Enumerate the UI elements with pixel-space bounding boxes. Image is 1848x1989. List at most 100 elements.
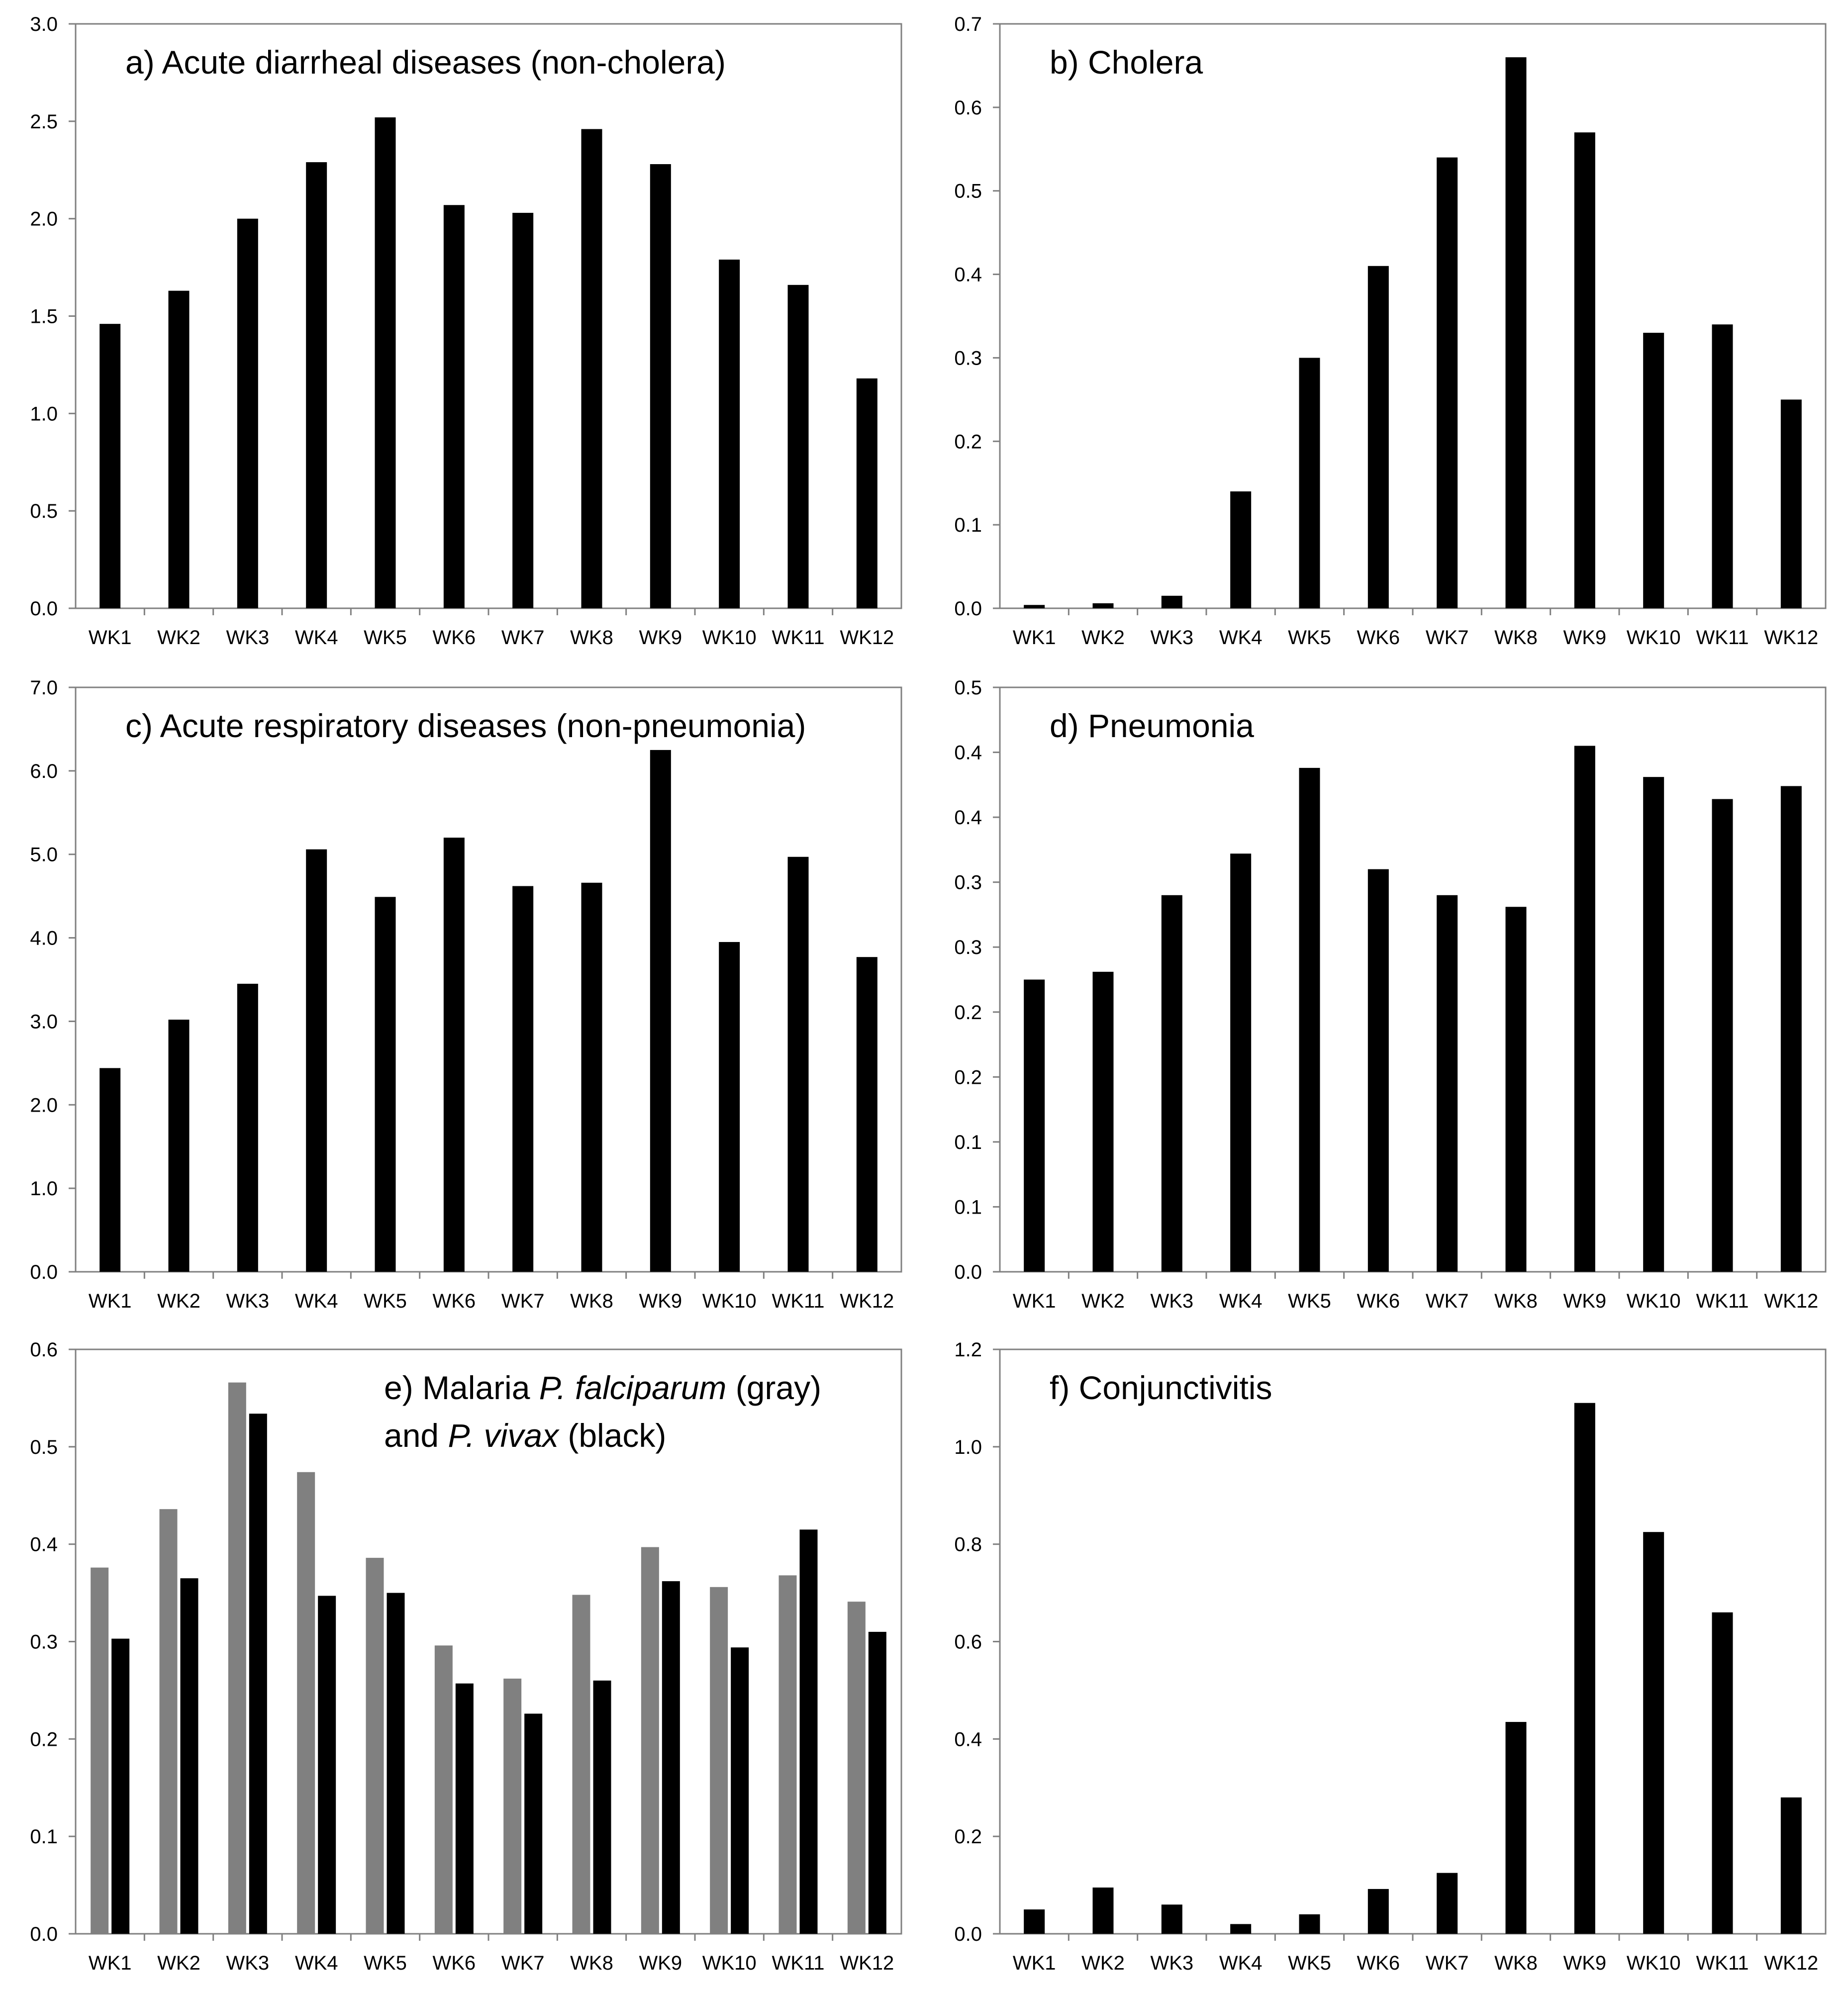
x-tick-label: WK2 — [1081, 627, 1125, 649]
x-tick-label: WK3 — [1150, 1952, 1193, 1974]
bar-wk5-series-1 — [366, 1558, 384, 1934]
bar-wk9 — [1574, 746, 1595, 1272]
x-tick-label: WK1 — [89, 1952, 132, 1974]
y-tick-label: 0.4 — [954, 1728, 982, 1750]
y-tick-label: 0.3 — [954, 347, 982, 369]
bar-wk7 — [1437, 157, 1458, 609]
x-tick-label: WK10 — [702, 1290, 757, 1312]
x-tick-label: WK9 — [1563, 1290, 1606, 1312]
x-tick-label: WK4 — [295, 1290, 338, 1312]
bar-wk5 — [375, 117, 396, 608]
x-tick-label: WK5 — [1288, 627, 1331, 649]
y-tick-label: 4.0 — [30, 928, 58, 949]
x-tick-label: WK5 — [1288, 1952, 1331, 1974]
x-tick-label: WK12 — [1764, 1290, 1818, 1312]
x-tick-label: WK10 — [1627, 627, 1681, 649]
bar-wk3 — [1161, 595, 1182, 608]
bar-wk6-series-1 — [434, 1645, 453, 1934]
bar-wk2-series-1 — [159, 1509, 178, 1934]
x-tick-label: WK11 — [1696, 1952, 1749, 1974]
bar-wk7-series-1 — [503, 1678, 522, 1934]
bar-wk12 — [1780, 399, 1802, 608]
x-tick-label: WK4 — [1219, 627, 1263, 649]
x-tick-label: WK3 — [226, 1290, 269, 1312]
bar-wk7 — [1437, 1873, 1458, 1934]
bar-wk12 — [856, 378, 877, 608]
y-tick-label: 2.0 — [30, 208, 58, 230]
x-tick-label: WK4 — [295, 627, 338, 649]
x-tick-label: WK6 — [1357, 1290, 1400, 1312]
bar-wk9 — [650, 750, 671, 1272]
bar-wk1 — [99, 324, 121, 608]
x-tick-label: WK2 — [157, 1952, 200, 1974]
x-tick-label: WK11 — [772, 1290, 825, 1312]
bar-wk4 — [306, 849, 327, 1272]
chart-panel-2: 0.0 0.1 0.2 0.3 0.4 0.5 0.6 0.7 WK1 WK2 WK3 WK4 WK5 W… — [954, 13, 1827, 649]
chart-panel-3: 0.0 1.0 2.0 3.0 4.0 5.0 6.0 7.0 WK1 WK2 WK3 WK4 WK5 W… — [30, 677, 902, 1312]
bar-wk10-series-1 — [710, 1587, 728, 1934]
y-tick-label: 1.2 — [954, 1339, 982, 1361]
bar-wk1 — [1024, 605, 1045, 608]
x-tick-label: WK8 — [570, 627, 613, 649]
y-tick-label: 3.0 — [30, 1011, 58, 1033]
bar-wk10-series-2 — [731, 1647, 749, 1934]
x-tick-label: WK1 — [89, 627, 132, 649]
bar-wk12-series-2 — [868, 1631, 886, 1934]
y-tick-label: 0.5 — [30, 500, 58, 522]
x-tick-label: WK9 — [639, 627, 682, 649]
x-tick-label: WK5 — [364, 1290, 407, 1312]
x-tick-label: WK12 — [840, 1952, 894, 1974]
bar-wk5 — [1299, 1914, 1320, 1934]
y-tick-label: 2.0 — [30, 1094, 58, 1116]
x-tick-label: WK9 — [1563, 627, 1606, 649]
x-tick-label: WK7 — [501, 1952, 545, 1974]
y-tick-label: 0.6 — [954, 97, 982, 119]
x-tick-label: WK7 — [501, 1290, 545, 1312]
chart-title: f) Conjunctivitis — [1050, 1369, 1272, 1406]
bar-wk3 — [1161, 895, 1182, 1272]
x-tick-label: WK9 — [639, 1952, 682, 1974]
x-tick-label: WK11 — [1696, 627, 1749, 649]
y-tick-label: 0.0 — [30, 598, 58, 620]
bar-wk2 — [168, 290, 190, 608]
x-tick-label: WK3 — [1150, 627, 1193, 649]
x-tick-label: WK4 — [295, 1952, 338, 1974]
bar-wk8 — [1505, 57, 1527, 609]
x-tick-label: WK6 — [432, 627, 476, 649]
bar-wk5 — [1299, 767, 1320, 1272]
x-tick-label: WK9 — [1563, 1952, 1606, 1974]
y-tick-label: 0.5 — [954, 677, 982, 699]
bar-wk8 — [1505, 1722, 1527, 1934]
bar-wk4-series-1 — [297, 1472, 315, 1934]
bar-wk8 — [1505, 907, 1527, 1272]
y-tick-label: 0.0 — [30, 1923, 58, 1945]
x-tick-label: WK5 — [1288, 1290, 1331, 1312]
x-tick-label: WK2 — [1081, 1952, 1125, 1974]
bar-wk7 — [1437, 895, 1458, 1272]
x-tick-label: WK10 — [1627, 1952, 1681, 1974]
bar-wk11 — [1712, 799, 1733, 1272]
bar-wk10 — [1643, 777, 1664, 1272]
y-tick-label: 2.5 — [30, 111, 58, 133]
y-tick-label: 0.1 — [30, 1826, 58, 1848]
bar-wk7-series-2 — [524, 1713, 543, 1934]
x-tick-label: WK1 — [1013, 1290, 1056, 1312]
y-tick-label: 7.0 — [30, 677, 58, 699]
x-tick-label: WK2 — [157, 627, 200, 649]
bar-wk3 — [1161, 1904, 1182, 1934]
x-tick-label: WK11 — [1696, 1290, 1749, 1312]
bar-wk6 — [443, 838, 465, 1272]
chart-title-part: and — [384, 1417, 448, 1454]
bar-wk8 — [581, 129, 602, 608]
x-tick-label: WK2 — [1081, 1290, 1125, 1312]
bar-wk9-series-2 — [662, 1581, 680, 1934]
x-tick-label: WK11 — [772, 1952, 825, 1974]
chart-panel-5: 0.0 0.1 0.2 0.3 0.4 0.5 0.6 WK1 WK2 WK3 WK4 WK5 WK6 W… — [30, 1339, 902, 1974]
bar-wk10 — [1643, 333, 1664, 608]
bar-wk12 — [856, 957, 877, 1272]
bar-wk8-series-1 — [572, 1595, 590, 1934]
bar-wk1 — [99, 1068, 121, 1272]
x-tick-label: WK4 — [1219, 1290, 1263, 1312]
y-tick-label: 0.4 — [30, 1534, 58, 1556]
bar-wk4 — [306, 162, 327, 608]
